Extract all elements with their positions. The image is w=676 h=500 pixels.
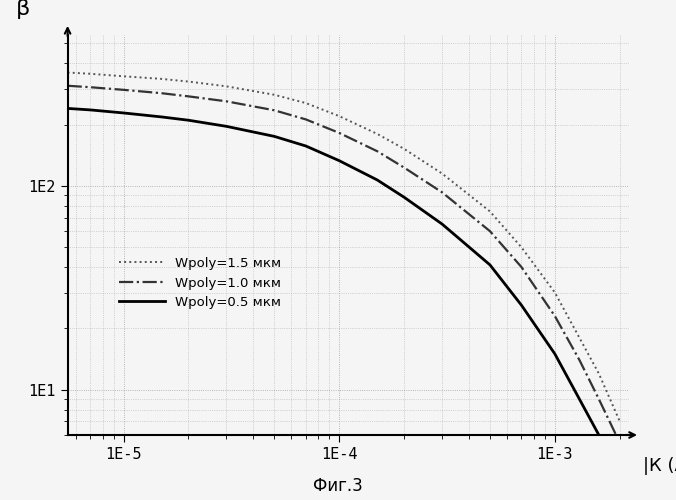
Legend: Wpoly=1.5 мкм, Wpoly=1.0 мкм, Wpoly=0.5 мкм: Wpoly=1.5 мкм, Wpoly=1.0 мкм, Wpoly=0.5 …: [114, 252, 287, 314]
X-axis label: |К (А): |К (А): [642, 457, 676, 475]
Text: Фиг.3: Фиг.3: [313, 477, 363, 495]
Y-axis label: β: β: [16, 0, 30, 19]
